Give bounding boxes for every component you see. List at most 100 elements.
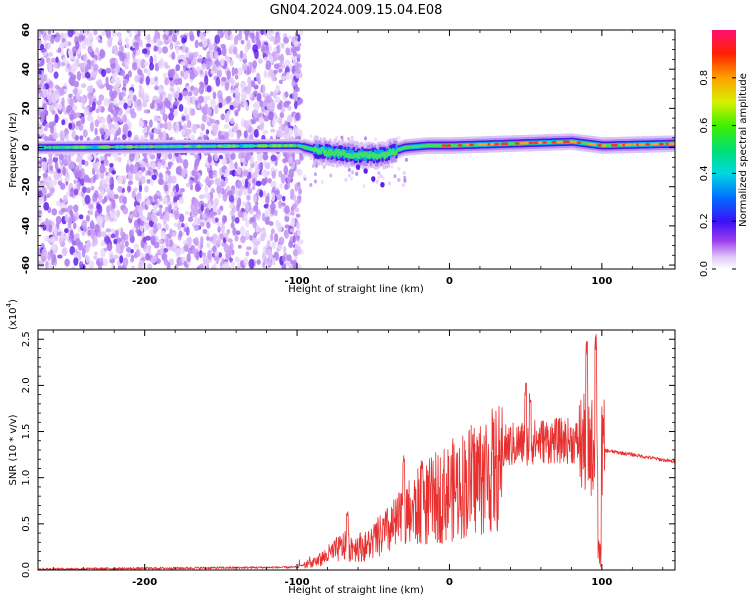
spectrogram-noise-blob [173, 73, 179, 80]
spectrogram-noise-blob [138, 262, 142, 269]
signal-band-green [57, 146, 60, 149]
spectrogram-noise-blob [38, 182, 45, 187]
spectrogram-noise-blob [81, 220, 87, 230]
spectrogram-noise-blob [42, 163, 48, 172]
spectrogram-noise-blob [103, 247, 108, 252]
spectrogram-noise-blob [239, 226, 246, 237]
spectrogram-noise-blob [203, 203, 208, 208]
spectrogram-noise-blob [249, 32, 255, 39]
spectrogram-noise-blob [128, 152, 135, 162]
spectrogram-noise-blob [278, 199, 283, 209]
spectrogram-noise-blob [278, 68, 283, 73]
spectrogram-noise-blob [116, 175, 123, 184]
spectrogram-noise-blob [139, 39, 143, 48]
spectrogram-noise-blob [189, 34, 195, 42]
spectrogram-noise-blob [187, 236, 192, 246]
spectrogram-noise-blob [232, 227, 237, 236]
spectrogram-noise-blob [235, 53, 241, 59]
spectrogram-noise-blob [255, 31, 260, 42]
spectrogram-noise-blob [262, 153, 269, 161]
spectrogram-noise-blob [83, 109, 90, 116]
spectrogram-noise-blob [351, 170, 355, 175]
spectrogram-noise-blob [161, 152, 167, 159]
spectrogram-noise-blob [38, 210, 43, 215]
spectrogram-noise-blob [186, 128, 192, 134]
spectrogram-noise-blob [53, 62, 59, 69]
spectrogram-noise-blob [229, 104, 234, 110]
spectrogram-noise-blob [274, 168, 278, 173]
spectrogram-noise-blob [273, 233, 279, 243]
spectrogram-noise-blob [220, 113, 226, 121]
spectrogram-noise-blob [109, 217, 115, 223]
signal-band-green [72, 146, 75, 149]
spectrogram-noise-blob [159, 93, 163, 103]
spectrogram-noise-blob [81, 40, 87, 50]
spectrogram-noise-blob [89, 220, 95, 230]
spectrogram-noise-blob [248, 91, 253, 99]
spectrogram-noise-blob [158, 207, 163, 217]
spectrogram-noise-blob [127, 172, 134, 181]
spectrogram-noise-blob [194, 183, 201, 192]
spectrogram-noise-blob [242, 58, 248, 64]
spectrogram-noise-blob [397, 178, 401, 183]
spectrogram-noise-blob [38, 58, 41, 65]
spectrogram-noise-blob [186, 253, 191, 263]
spectrogram-noise-blob [50, 243, 57, 251]
spectrogram-noise-blob [88, 84, 94, 94]
spectrogram-noise-blob [287, 35, 293, 40]
spectrogram-noise-blob [135, 228, 140, 234]
spectrogram-noise-blob [109, 58, 115, 65]
spectrogram-noise-blob [279, 53, 285, 64]
spectrogram-noise-blob [246, 194, 251, 201]
spectrogram-noise-blob [47, 157, 53, 165]
spectrogram-noise-blob [138, 120, 145, 128]
spectrogram-noise-blob [218, 102, 223, 109]
spectrogram-noise-blob [52, 253, 57, 263]
spectrogram-noise-blob [198, 41, 204, 47]
spectrogram-noise-blob [142, 101, 148, 108]
spectrogram-noise-blob [47, 52, 53, 57]
spectrogram-noise-blob [110, 108, 114, 114]
spectrogram-noise-blob [84, 72, 91, 79]
spectrogram-noise-blob [134, 152, 140, 162]
spectrogram-noise-blob [147, 263, 153, 269]
spectrogram-noise-blob [85, 242, 91, 248]
signal-band-green [43, 146, 46, 149]
spectrogram-noise-blob [84, 194, 91, 205]
spectrogram-noise-blob [162, 113, 167, 121]
spectrogram-noise-blob [213, 64, 218, 74]
spectrogram-noise-blob [153, 127, 158, 134]
spectrogram-noise-blob [273, 47, 278, 52]
spectrogram-noise-blob [169, 42, 174, 51]
spectrogram-noise-blob [52, 156, 59, 163]
spectrogram-noise-blob [284, 125, 289, 135]
spectrogram-noise-blob [122, 257, 129, 267]
spectrogram-noise-blob [93, 137, 99, 142]
spectrogram-noise-blob [295, 213, 301, 218]
spectrogram-noise-blob [158, 204, 163, 209]
spectrogram-noise-blob [267, 259, 272, 267]
spectrogram-noise-blob [184, 106, 188, 116]
spectrogram-noise-blob [251, 185, 256, 191]
spectrogram-noise-blob [210, 98, 216, 108]
spectrogram-noise-blob [168, 174, 173, 185]
spectrogram-noise-blob [299, 30, 304, 36]
spectrogram-noise-blob [132, 226, 137, 233]
spectrogram-noise-blob [297, 263, 302, 269]
spectrogram-noise-blob [115, 229, 119, 239]
spectrogram-noise-blob [268, 68, 274, 77]
spectrogram-noise-blob [199, 131, 204, 138]
spectrogram-noise-blob [62, 56, 67, 63]
spectrogram-noise-blob [52, 132, 59, 140]
spectrogram-noise-blob [227, 238, 233, 243]
spectrogram-noise-blob [278, 236, 285, 246]
spectrogram-noise-blob [402, 170, 406, 175]
spectrogram-noise-blob [217, 90, 223, 100]
spectrogram-noise-blob [47, 251, 51, 262]
spectrogram-noise-blob [82, 186, 87, 194]
signal-band-green [52, 146, 56, 149]
spectrogram-noise-blob [57, 180, 63, 186]
spectrogram-noise-blob [87, 229, 92, 236]
spectrogram-noise-blob [75, 238, 81, 247]
